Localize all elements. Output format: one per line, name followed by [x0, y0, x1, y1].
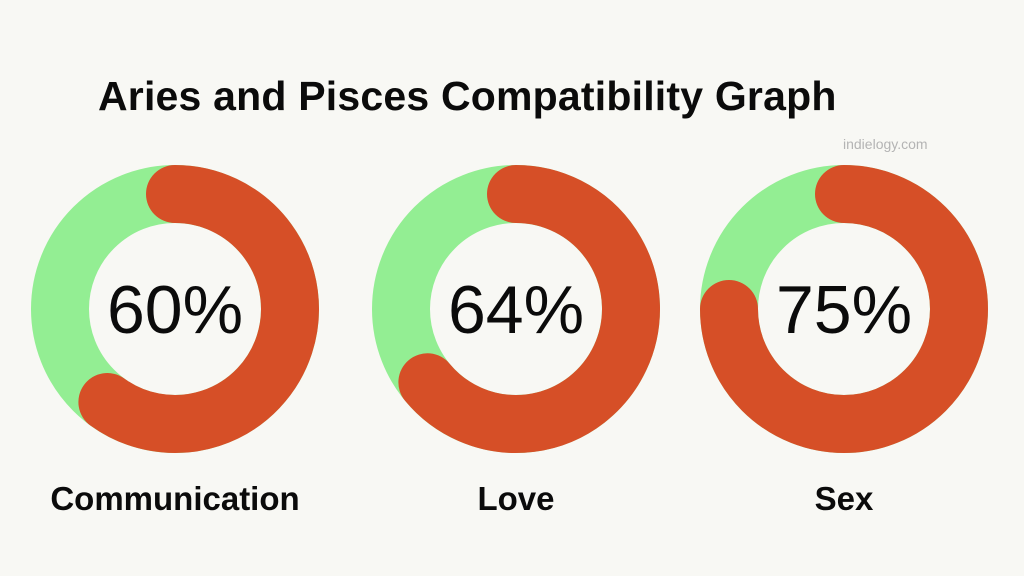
- category-label-sex: Sex: [815, 480, 874, 517]
- percent-label-sex: 75%: [776, 272, 912, 348]
- watermark: indielogy.com: [843, 136, 928, 152]
- category-label-communication: Communication: [50, 480, 299, 517]
- percent-label-love: 64%: [448, 272, 584, 348]
- donut-value-arc-communication: [78, 165, 319, 453]
- percent-label-communication: 60%: [107, 272, 243, 348]
- category-label-love: Love: [477, 480, 554, 517]
- donut-value-arc-love: [398, 165, 660, 453]
- chart-title: Aries and Pisces Compatibility Graph: [98, 73, 837, 119]
- donut-value-arc-sex: [700, 165, 988, 453]
